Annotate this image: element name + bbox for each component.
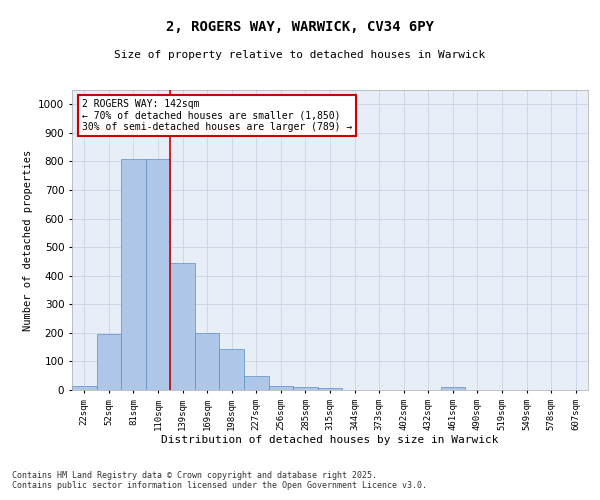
Bar [146,158,170,390]
Bar [72,386,97,390]
Bar [269,386,293,390]
Bar [220,348,244,390]
X-axis label: Distribution of detached houses by size in Warwick: Distribution of detached houses by size … [161,436,499,446]
Text: Contains HM Land Registry data © Crown copyright and database right 2025.
Contai: Contains HM Land Registry data © Crown c… [12,470,427,490]
Bar [440,387,465,390]
Bar [97,334,121,390]
Bar [170,263,195,390]
Bar [244,376,269,390]
Bar [318,388,342,390]
Bar [195,333,220,390]
Bar [293,387,318,390]
Bar [121,158,146,390]
Text: 2, ROGERS WAY, WARWICK, CV34 6PY: 2, ROGERS WAY, WARWICK, CV34 6PY [166,20,434,34]
Text: 2 ROGERS WAY: 142sqm
← 70% of detached houses are smaller (1,850)
30% of semi-de: 2 ROGERS WAY: 142sqm ← 70% of detached h… [82,99,353,132]
Y-axis label: Number of detached properties: Number of detached properties [23,150,32,330]
Text: Size of property relative to detached houses in Warwick: Size of property relative to detached ho… [115,50,485,60]
